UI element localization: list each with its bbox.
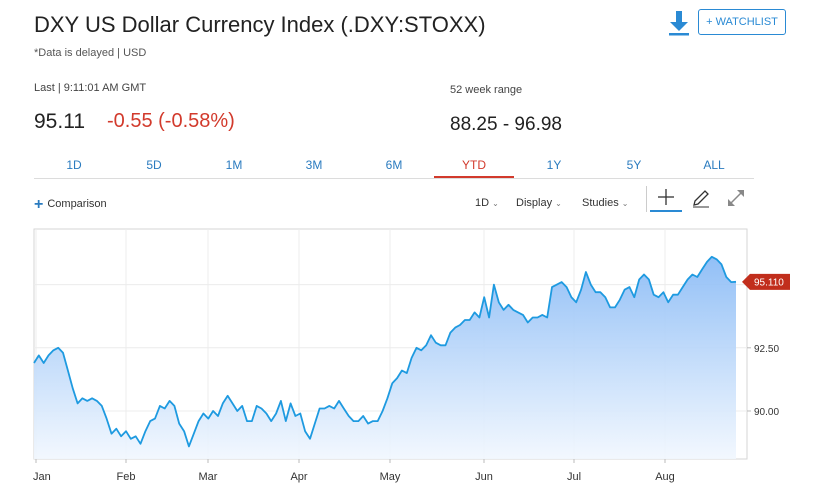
last-price: 95.11 [34, 110, 85, 133]
expand-icon [728, 190, 744, 206]
plus-icon: + [34, 196, 44, 213]
chevron-down-icon: ⌄ [555, 199, 562, 208]
page-title: DXY US Dollar Currency Index (.DXY:STOXX… [34, 12, 486, 37]
tab-5y[interactable]: 5Y [626, 158, 642, 172]
watchlist-button[interactable]: + WATCHLIST [698, 9, 786, 35]
tab-1y[interactable]: 1Y [546, 158, 562, 172]
x-tick-label: Jul [567, 471, 581, 483]
tab-ytd[interactable]: YTD [434, 152, 514, 178]
delay-note: *Data is delayed | USD [34, 47, 147, 59]
pencil-icon [693, 190, 709, 208]
display-menu[interactable]: Display ⌄ [516, 197, 562, 209]
x-tick-label: Mar [199, 471, 218, 483]
comparison-label: Comparison [47, 198, 107, 210]
price-chart[interactable]: Jan Feb Mar Apr May Jun Jul Aug 90.00 92.50 95.1… [0, 220, 815, 501]
last-value-marker: 95.110 [742, 273, 790, 290]
chevron-down-icon: ⌄ [492, 199, 499, 208]
tab-3m[interactable]: 3M [305, 158, 323, 172]
tab-1m[interactable]: 1M [225, 158, 243, 172]
range-value: 88.25 - 96.98 [450, 114, 562, 135]
tab-all[interactable]: ALL [703, 158, 725, 172]
tab-5d[interactable]: 5D [146, 158, 162, 172]
x-tick-label: May [380, 471, 401, 483]
price-area [34, 256, 736, 459]
download-icon [669, 11, 689, 36]
chevron-down-icon: ⌄ [621, 199, 629, 208]
draw-button[interactable] [690, 187, 712, 209]
last-value-label: 95.110 [754, 277, 784, 288]
crosshair-button[interactable] [650, 186, 682, 212]
comparison-button[interactable]: + Comparison [34, 196, 107, 214]
fullscreen-button[interactable] [725, 187, 747, 209]
x-tick-label: Apr [290, 471, 307, 483]
y-tick-label: 90.00 [754, 407, 779, 418]
studies-label: Studies [582, 197, 619, 209]
crosshair-icon [658, 189, 674, 205]
last-time-label: Last | 9:11:01 AM GMT [34, 82, 147, 94]
last-value-badge [742, 273, 790, 290]
download-button[interactable] [666, 9, 692, 37]
x-axis: Jan Feb Mar Apr May Jun Jul Aug [33, 459, 675, 483]
range-label: 52 week range [450, 84, 523, 96]
price-line [33, 255, 737, 448]
interval-menu[interactable]: 1D ⌄ [475, 197, 499, 209]
toolbar-divider [646, 186, 647, 212]
display-label: Display [516, 197, 553, 209]
x-tick-label: Jun [475, 471, 493, 483]
price-change: -0.55 (-0.58%) [107, 110, 235, 132]
y-axis: 90.00 92.50 [747, 344, 779, 418]
x-tick-label: Aug [655, 471, 675, 483]
tab-1d[interactable]: 1D [66, 158, 82, 172]
studies-menu[interactable]: Studies ⌄ [582, 197, 628, 209]
timeframe-tabs: 1D 5D 1M 3M 6M YTD 1Y 5Y ALL [34, 152, 754, 179]
tab-6m[interactable]: 6M [385, 158, 403, 172]
interval-label: 1D [475, 197, 490, 209]
y-tick-label: 92.50 [754, 344, 779, 355]
x-tick-label: Jan [33, 471, 51, 483]
x-tick-label: Feb [117, 471, 136, 483]
